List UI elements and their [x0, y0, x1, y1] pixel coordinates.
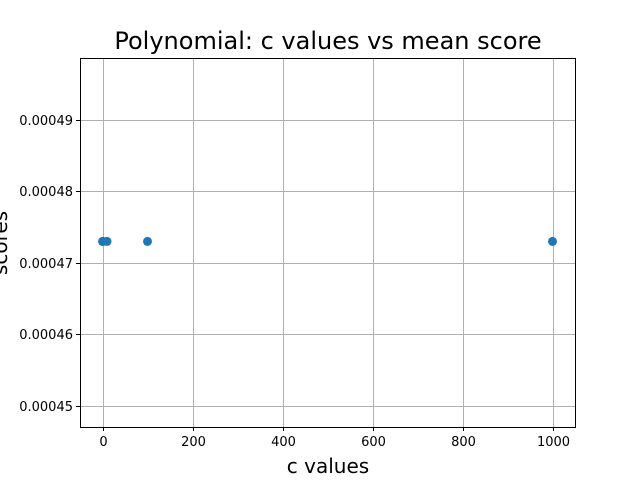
data-point: [548, 236, 557, 246]
y-tick-label: 0.00047: [19, 257, 73, 272]
x-tick-label: 200: [181, 435, 206, 450]
plot-frame: [80, 58, 576, 428]
tick-layer: 0 200 400 600 800 1000 0.00045 0.00046 0.00047 0.…: [19, 114, 570, 450]
x-axis-label: c values: [287, 454, 369, 478]
x-tick-label: 400: [271, 435, 296, 450]
chart-title: Polynomial: c values vs mean score: [114, 27, 541, 55]
x-tick-label: 800: [451, 435, 476, 450]
y-tick-label: 0.00046: [19, 328, 73, 343]
point-layer: [98, 236, 557, 246]
x-tick-label: 1000: [537, 435, 570, 450]
x-tick-label: 600: [361, 435, 386, 450]
grid-layer: [80, 58, 575, 427]
data-point: [143, 236, 152, 246]
y-tick-label: 0.00048: [19, 185, 73, 200]
y-tick-label: 0.00049: [19, 114, 73, 129]
y-axis-label: scores: [0, 211, 12, 275]
data-point: [102, 236, 112, 246]
x-tick-label: 0: [99, 435, 107, 450]
y-tick-label: 0.00045: [19, 400, 73, 415]
